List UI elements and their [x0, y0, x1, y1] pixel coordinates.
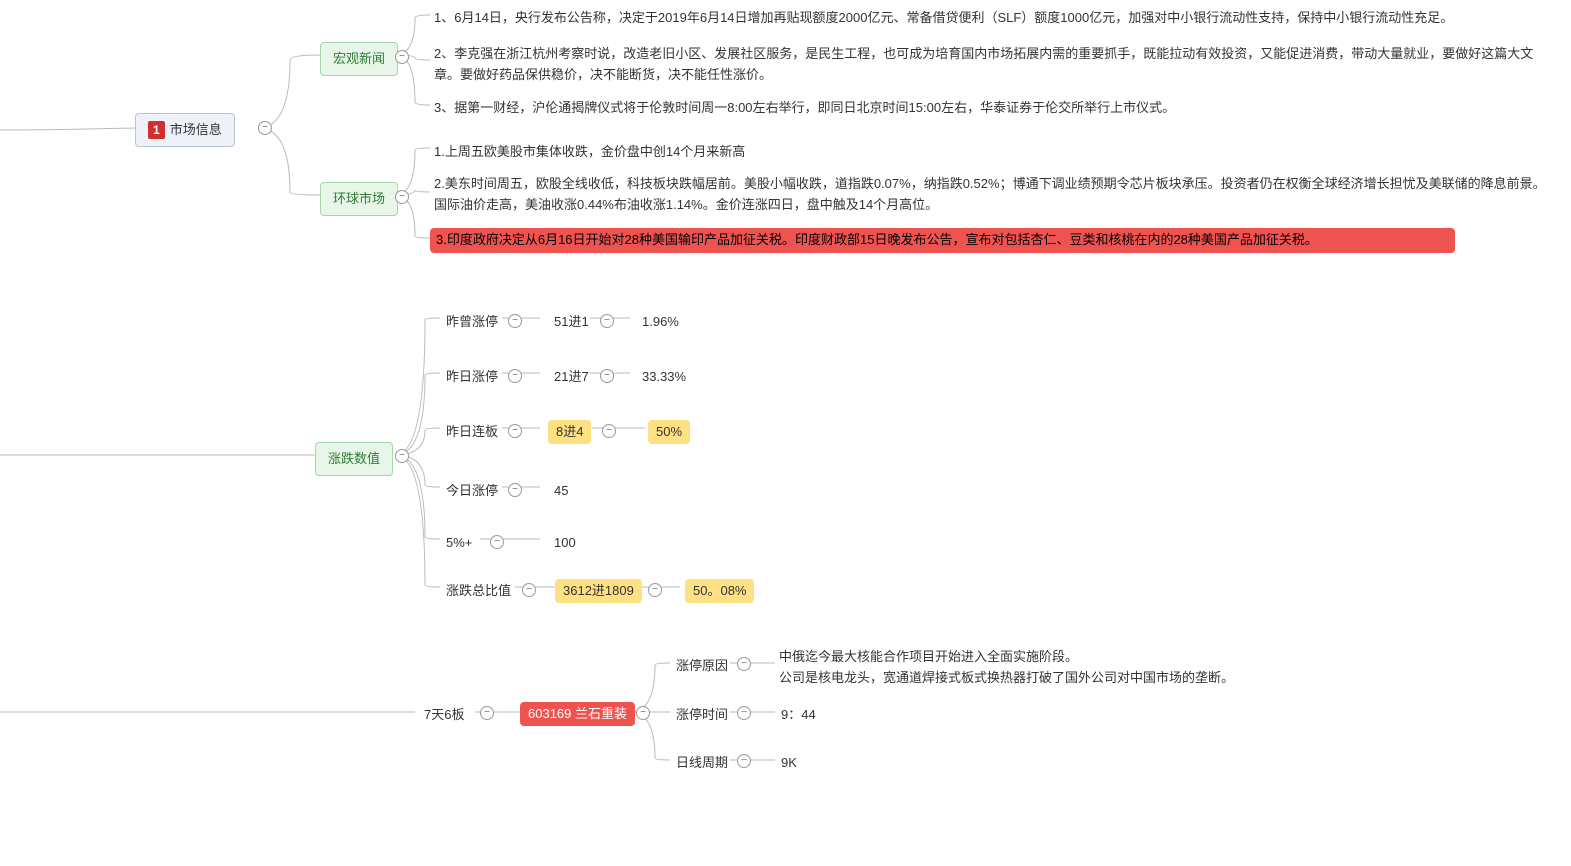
node-macro-news[interactable]: 宏观新闻: [320, 42, 398, 76]
updown-row-label-4[interactable]: 5%+: [440, 531, 478, 555]
updown-row-label-0[interactable]: 昨曾涨停: [440, 310, 504, 334]
root-label: 市场信息: [170, 122, 222, 137]
toggle-updown-label-1[interactable]: −: [508, 369, 522, 383]
toggle-updown-values[interactable]: −: [395, 449, 409, 463]
root-node-market-info[interactable]: 1 市场信息: [135, 113, 235, 147]
connector-layer: [0, 0, 1571, 866]
macro-news-item-1[interactable]: 1、6月14日，央行发布公告称，决定于2019年6月14日增加再贴现额度2000…: [430, 6, 1550, 31]
toggle-updown-v1-5[interactable]: −: [648, 583, 662, 597]
macro-news-item-3[interactable]: 3、据第一财经，沪伦通揭牌仪式将于伦敦时间周一8:00左右举行，即同日北京时间1…: [430, 96, 1550, 121]
toggle-updown-label-0[interactable]: −: [508, 314, 522, 328]
node-7day6board[interactable]: 7天6板: [418, 703, 470, 727]
updown-row-v1-5[interactable]: 3612进1809: [555, 579, 642, 603]
updown-row-v1-3[interactable]: 45: [548, 479, 574, 503]
updown-row-v2-0[interactable]: 1.96%: [636, 310, 685, 334]
updown-row-v1-2[interactable]: 8进4: [548, 420, 591, 444]
node-global-market[interactable]: 环球市场: [320, 182, 398, 216]
toggle-root[interactable]: −: [258, 121, 272, 135]
toggle-updown-label-2[interactable]: −: [508, 424, 522, 438]
toggle-updown-v1-2[interactable]: −: [602, 424, 616, 438]
updown-row-label-5[interactable]: 涨跌总比值: [440, 579, 517, 603]
updown-row-label-1[interactable]: 昨日涨停: [440, 365, 504, 389]
node-limitup-time-label[interactable]: 涨停时间: [670, 703, 734, 727]
node-limitup-reason-label[interactable]: 涨停原因: [670, 654, 734, 678]
toggle-updown-label-3[interactable]: −: [508, 483, 522, 497]
node-updown-values[interactable]: 涨跌数值: [315, 442, 393, 476]
macro-news-label: 宏观新闻: [333, 51, 385, 66]
updown-row-label-3[interactable]: 今日涨停: [440, 479, 504, 503]
macro-news-item-2[interactable]: 2、李克强在浙江杭州考察时说，改造老旧小区、发展社区服务，是民生工程，也可成为培…: [430, 42, 1550, 88]
toggle-limitup-reason[interactable]: −: [737, 657, 751, 671]
toggle-global-market[interactable]: −: [395, 190, 409, 204]
node-limitup-reason-value[interactable]: 中俄迄今最大核能合作项目开始进入全面实施阶段。 公司是核电龙头，宽通道焊接式板式…: [775, 645, 1335, 691]
toggle-macro-news[interactable]: −: [395, 50, 409, 64]
toggle-7day6board[interactable]: −: [480, 706, 494, 720]
updown-row-v1-1[interactable]: 21进7: [548, 365, 595, 389]
toggle-dayline-cycle[interactable]: −: [737, 754, 751, 768]
updown-row-v1-0[interactable]: 51进1: [548, 310, 595, 334]
global-market-item-2[interactable]: 2.美东时间周五，欧股全线收低，科技板块跌幅居前。美股小幅收跌，道指跌0.07%…: [430, 172, 1550, 218]
toggle-updown-v1-1[interactable]: −: [600, 369, 614, 383]
node-stock-603169[interactable]: 603169 兰石重装: [520, 702, 635, 726]
updown-row-v2-5[interactable]: 50。08%: [685, 579, 754, 603]
updown-values-label: 涨跌数值: [328, 451, 380, 466]
updown-row-label-2[interactable]: 昨日连板: [440, 420, 504, 444]
global-market-label: 环球市场: [333, 191, 385, 206]
root-badge: 1: [148, 121, 165, 139]
toggle-updown-label-4[interactable]: −: [490, 535, 504, 549]
toggle-updown-label-5[interactable]: −: [522, 583, 536, 597]
updown-row-v2-2[interactable]: 50%: [648, 420, 690, 444]
node-dayline-cycle-value[interactable]: 9K: [775, 751, 803, 775]
updown-row-v2-1[interactable]: 33.33%: [636, 365, 692, 389]
updown-row-v1-4[interactable]: 100: [548, 531, 582, 555]
node-limitup-time-value[interactable]: 9：44: [775, 703, 822, 727]
toggle-updown-v1-0[interactable]: −: [600, 314, 614, 328]
node-dayline-cycle-label[interactable]: 日线周期: [670, 751, 734, 775]
toggle-limitup-time[interactable]: −: [737, 706, 751, 720]
global-market-item-3[interactable]: 3.印度政府决定从6月16日开始对28种美国输印产品加征关税。印度财政部15日晚…: [430, 228, 1455, 253]
toggle-stock[interactable]: −: [636, 706, 650, 720]
global-market-item-1[interactable]: 1.上周五欧美股市集体收跌，金价盘中创14个月来新高: [430, 140, 1550, 165]
